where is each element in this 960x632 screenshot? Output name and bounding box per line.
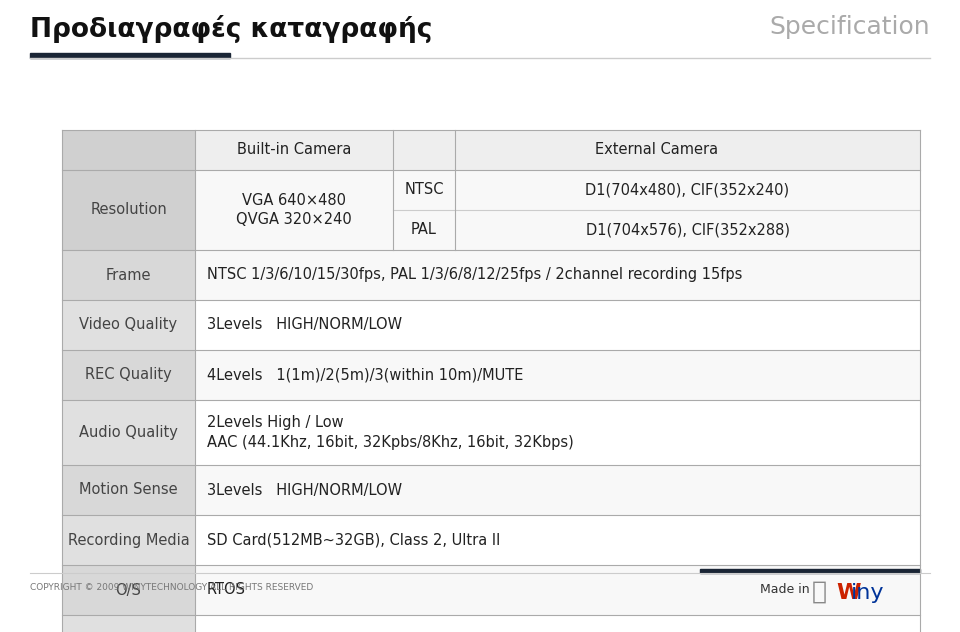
Text: O/S: O/S xyxy=(115,583,141,597)
Text: Specification: Specification xyxy=(769,15,930,39)
Text: External Camera: External Camera xyxy=(595,142,718,157)
Bar xyxy=(195,300,920,350)
Text: W: W xyxy=(836,583,860,603)
Text: NTSC 1/3/6/10/15/30fps, PAL 1/3/6/8/12/25fps / 2channel recording 15fps: NTSC 1/3/6/10/15/30fps, PAL 1/3/6/8/12/2… xyxy=(207,267,742,283)
Bar xyxy=(195,250,920,300)
Bar xyxy=(62,615,195,632)
Text: iny: iny xyxy=(851,583,884,603)
Text: Προδιαγραφές καταγραφής: Προδιαγραφές καταγραφής xyxy=(30,15,432,43)
Bar xyxy=(62,300,195,350)
Text: 3Levels   HIGH/NORM/LOW: 3Levels HIGH/NORM/LOW xyxy=(207,482,402,497)
Text: Audio Quality: Audio Quality xyxy=(79,425,178,440)
Bar xyxy=(195,515,920,565)
Bar xyxy=(195,170,393,250)
Text: Built-in Camera: Built-in Camera xyxy=(237,142,351,157)
Bar xyxy=(62,400,195,465)
Text: Made in: Made in xyxy=(760,583,809,596)
Text: Video Quality: Video Quality xyxy=(80,317,178,332)
Bar xyxy=(393,130,920,170)
Text: VGA 640×480
QVGA 320×240: VGA 640×480 QVGA 320×240 xyxy=(236,193,352,228)
Bar xyxy=(195,565,920,615)
Bar xyxy=(393,170,455,250)
Bar xyxy=(62,170,195,250)
Bar xyxy=(455,170,920,250)
Text: COPYRIGHT © 2009 WINYTECHNOLOGY ALL RIGHTS RESERVED: COPYRIGHT © 2009 WINYTECHNOLOGY ALL RIGH… xyxy=(30,583,313,592)
Text: Recording Media: Recording Media xyxy=(67,533,189,547)
Bar xyxy=(62,565,195,615)
Bar xyxy=(195,130,393,170)
Text: 4Levels   1(1m)/2(5m)/3(within 10m)/MUTE: 4Levels 1(1m)/2(5m)/3(within 10m)/MUTE xyxy=(207,367,523,382)
Text: NTSC: NTSC xyxy=(404,183,444,197)
Bar xyxy=(195,465,920,515)
Bar xyxy=(195,615,920,632)
Text: 2Levels High / Low
AAC (44.1Khz, 16bit, 32Kpbs/8Khz, 16bit, 32Kbps): 2Levels High / Low AAC (44.1Khz, 16bit, … xyxy=(207,415,574,450)
Text: D1(704x576), CIF(352x288): D1(704x576), CIF(352x288) xyxy=(586,222,789,238)
Bar xyxy=(195,350,920,400)
Bar xyxy=(62,515,195,565)
Text: Ⓦ: Ⓦ xyxy=(812,580,827,604)
Bar xyxy=(30,53,230,58)
Text: REC Quality: REC Quality xyxy=(85,367,172,382)
Bar xyxy=(62,250,195,300)
Text: 3Levels   HIGH/NORM/LOW: 3Levels HIGH/NORM/LOW xyxy=(207,317,402,332)
Bar xyxy=(700,569,920,573)
Text: RTOS: RTOS xyxy=(207,583,246,597)
Text: Motion Sense: Motion Sense xyxy=(79,482,178,497)
Bar xyxy=(195,400,920,465)
Bar xyxy=(62,130,195,170)
Bar xyxy=(62,350,195,400)
Text: Frame: Frame xyxy=(106,267,152,283)
Bar xyxy=(62,465,195,515)
Text: D1(704x480), CIF(352x240): D1(704x480), CIF(352x240) xyxy=(586,183,789,197)
Text: PAL: PAL xyxy=(411,222,437,238)
Text: Resolution: Resolution xyxy=(90,202,167,217)
Text: SD Card(512MB~32GB), Class 2, Ultra II: SD Card(512MB~32GB), Class 2, Ultra II xyxy=(207,533,500,547)
